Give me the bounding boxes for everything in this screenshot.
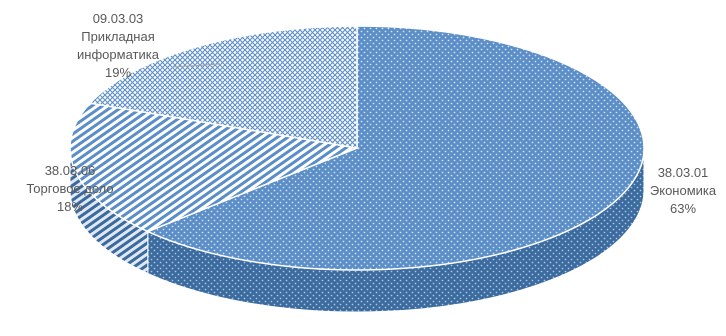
pie-tops: [69, 25, 645, 271]
pie-slice-38.03.01: [145, 25, 645, 271]
leader-line: [171, 63, 221, 68]
data-label-09.03.03: 09.03.03 Прикладная информатика 19%: [77, 11, 160, 80]
pie-slice-38.03.06: [69, 102, 360, 233]
pie-slice-09.03.03: [88, 25, 358, 149]
data-labels: 38.03.01 Экономика 63% 38.03.06 Торговое дел…: [26, 11, 717, 216]
data-label-38.03.01: 38.03.01 Экономика 63%: [650, 165, 717, 216]
data-label-38.03.06: 38.03.06 Торговое дело 18%: [26, 163, 113, 214]
